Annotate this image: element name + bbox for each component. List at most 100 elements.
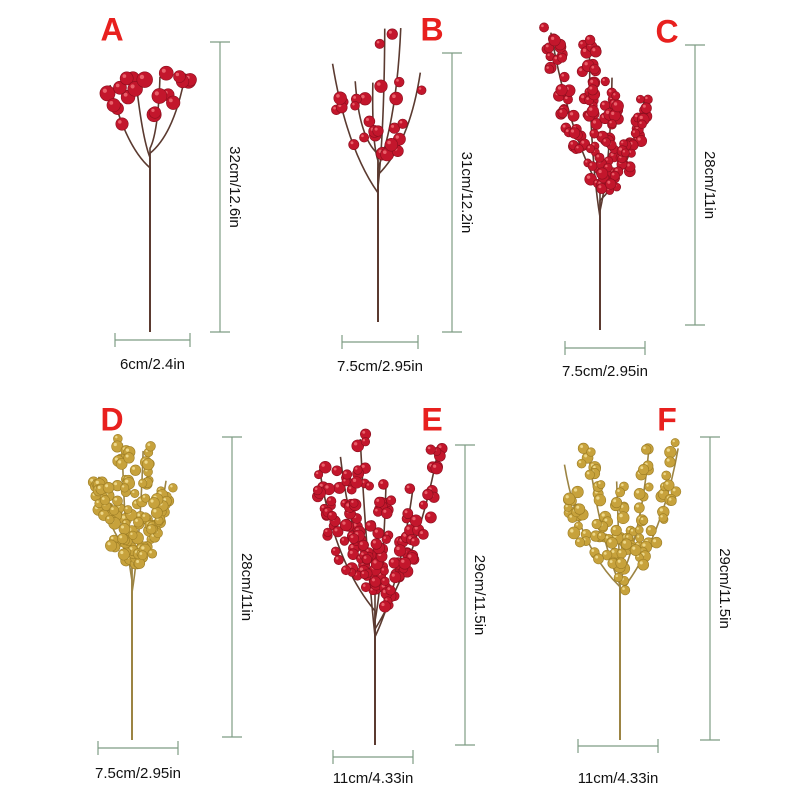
berry-highlight [122,74,127,78]
berry [629,544,642,556]
berry [158,65,174,81]
height-label: 32cm/12.6in [226,146,243,228]
berry-highlight [565,129,569,133]
berry [120,483,130,493]
berry-highlight [353,442,358,446]
berry [339,536,350,546]
berry [123,452,135,464]
berry-highlight [587,146,591,149]
berry-highlight [580,445,584,448]
berry-highlight [663,472,666,476]
berry [555,83,568,97]
berry-highlight [584,62,588,66]
berry [106,98,121,113]
berry-highlight [640,517,644,521]
berry-highlight [350,535,354,539]
berry [593,493,607,507]
berry-highlight [545,44,549,48]
berry [349,498,359,508]
berry-highlight [546,66,549,69]
berry [586,105,599,118]
berry [384,138,399,152]
berry [589,128,600,139]
berry-highlight [382,578,385,581]
berry-highlight [645,96,648,100]
berry [568,127,581,139]
berry-highlight [350,545,354,549]
berry-highlight [601,102,605,106]
berry [398,557,412,570]
berry-highlight [596,496,600,500]
berry [386,495,397,506]
berry-highlight [328,498,331,501]
berry [145,441,156,452]
berry-highlight [111,507,114,511]
berry-highlight [639,561,643,565]
berry-highlight [373,560,377,564]
berry-highlight [168,98,173,103]
berry-highlight [570,112,574,116]
berry [123,505,133,514]
berry-highlight [352,478,357,483]
berry-highlight [380,481,384,484]
berry [374,79,388,93]
height-label: 29cm/11.5in [716,548,733,629]
berry-highlight [319,483,323,487]
berry [548,34,561,47]
berry-highlight [359,542,363,545]
berry [567,109,580,122]
berry-highlight [598,133,602,137]
berry-highlight [329,512,332,516]
berry [613,572,623,583]
berry-highlight [618,550,622,554]
berry-highlight [366,549,369,552]
berry-highlight [123,92,128,97]
berry-highlight [351,500,354,503]
berry-highlight [137,513,140,517]
berry [359,569,370,580]
berry [621,148,630,158]
berry-highlight [637,535,640,538]
berry-highlight [362,439,366,442]
berry-highlight [668,498,672,501]
berry-highlight [335,556,339,560]
berry [350,101,360,111]
berry-highlight [598,169,602,174]
berry [148,497,160,509]
berry-highlight [95,480,99,485]
berry-highlight [612,527,616,531]
berry-highlight [348,486,352,490]
berry-highlight [551,36,555,40]
berry-highlight [139,552,143,555]
berry [146,524,157,535]
berry-highlight [149,550,152,554]
berry-highlight [392,94,396,99]
height-label: 29cm/11.5in [471,555,488,636]
berry-highlight [611,550,615,553]
berry-highlight [626,163,630,167]
berry [611,91,621,101]
berry-highlight [361,552,364,556]
berry [323,527,333,537]
berry-highlight [592,48,596,52]
berry-highlight [115,435,118,439]
berry-highlight [406,526,410,530]
berry-highlight [605,158,609,161]
berry [112,495,123,507]
berry-highlight [175,72,180,77]
berry [118,523,131,535]
berry-highlight [605,164,608,168]
berry-highlight [342,521,346,525]
berry-highlight [565,504,568,508]
berry-highlight [376,40,380,44]
berry-highlight [604,518,608,522]
berry [327,510,337,521]
berry [557,107,568,119]
berry-highlight [381,568,385,571]
berry-highlight [396,546,400,551]
berry-highlight [404,510,408,514]
berry [137,550,148,561]
berry-highlight [424,491,428,495]
berry-highlight [602,78,605,82]
berry [374,38,385,49]
